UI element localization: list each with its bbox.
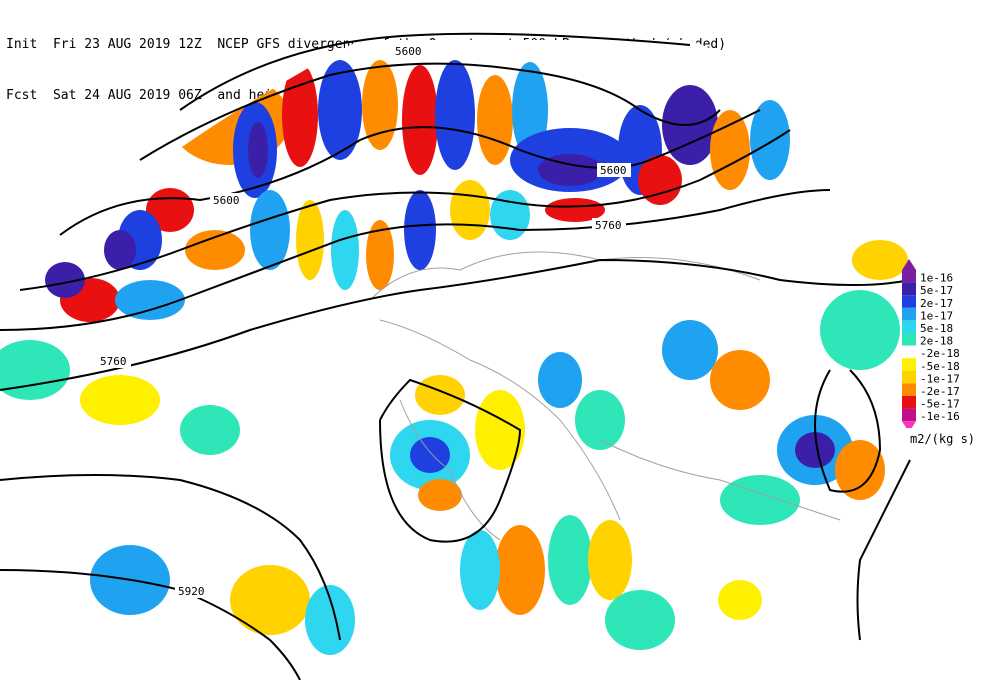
legend-label: -1e-16	[920, 410, 960, 423]
legend-label: 5e-17	[920, 284, 953, 297]
legend-swatch	[902, 282, 916, 296]
contour-label: 5760	[100, 355, 127, 368]
legend-bottom-arrow	[902, 421, 916, 428]
legend-swatch	[902, 307, 916, 321]
legend-label: 1e-17	[920, 309, 953, 322]
legend-label: -2e-17	[920, 385, 960, 398]
init-time: Fri 23 AUG 2019 12Z	[52, 37, 202, 52]
shaded-field	[0, 40, 910, 680]
contour-label: 5760	[595, 219, 622, 232]
height-contours	[0, 32, 911, 680]
legend-top-arrow	[902, 259, 916, 270]
legend-label: 2e-17	[920, 297, 953, 310]
legend-label: -5e-17	[920, 398, 960, 411]
legend-swatch	[902, 358, 916, 371]
contour-label: 5600	[213, 194, 240, 207]
legend-swatch	[902, 270, 916, 283]
coastlines	[369, 251, 841, 541]
legend-swatch	[902, 396, 916, 409]
legend-label: -1e-17	[920, 372, 960, 385]
legend-label: 5e-18	[920, 322, 953, 335]
contour-label: 5600	[395, 45, 422, 58]
fcst-prefix: Fcst	[6, 88, 38, 103]
legend-swatch	[902, 370, 916, 384]
legend-label: 2e-18	[920, 335, 953, 348]
fcst-time: Sat 24 AUG 2019 06Z	[52, 88, 202, 103]
contour-label: 5920	[178, 585, 205, 598]
contour-labels: 5600 5600 5600 5760 5760 5920	[97, 44, 631, 598]
legend-label: -5e-18	[920, 360, 960, 373]
legend-swatch	[902, 320, 916, 333]
southern-field	[0, 240, 908, 655]
legend-swatch	[902, 333, 916, 346]
legend-swatch	[902, 295, 916, 308]
legend-label: 1e-16	[920, 272, 953, 285]
color-legend: 1e-165e-172e-171e-175e-182e-18-2e-18-5e-…	[902, 259, 960, 428]
contour-label: 5600	[600, 164, 627, 177]
init-prefix: Init	[6, 37, 38, 52]
legend-swatch	[902, 383, 916, 396]
legend-label: -2e-18	[920, 347, 960, 360]
legend-swatch	[902, 408, 916, 422]
legend-units: m2/(kg s)	[910, 432, 976, 446]
legend-swatch	[902, 345, 916, 359]
